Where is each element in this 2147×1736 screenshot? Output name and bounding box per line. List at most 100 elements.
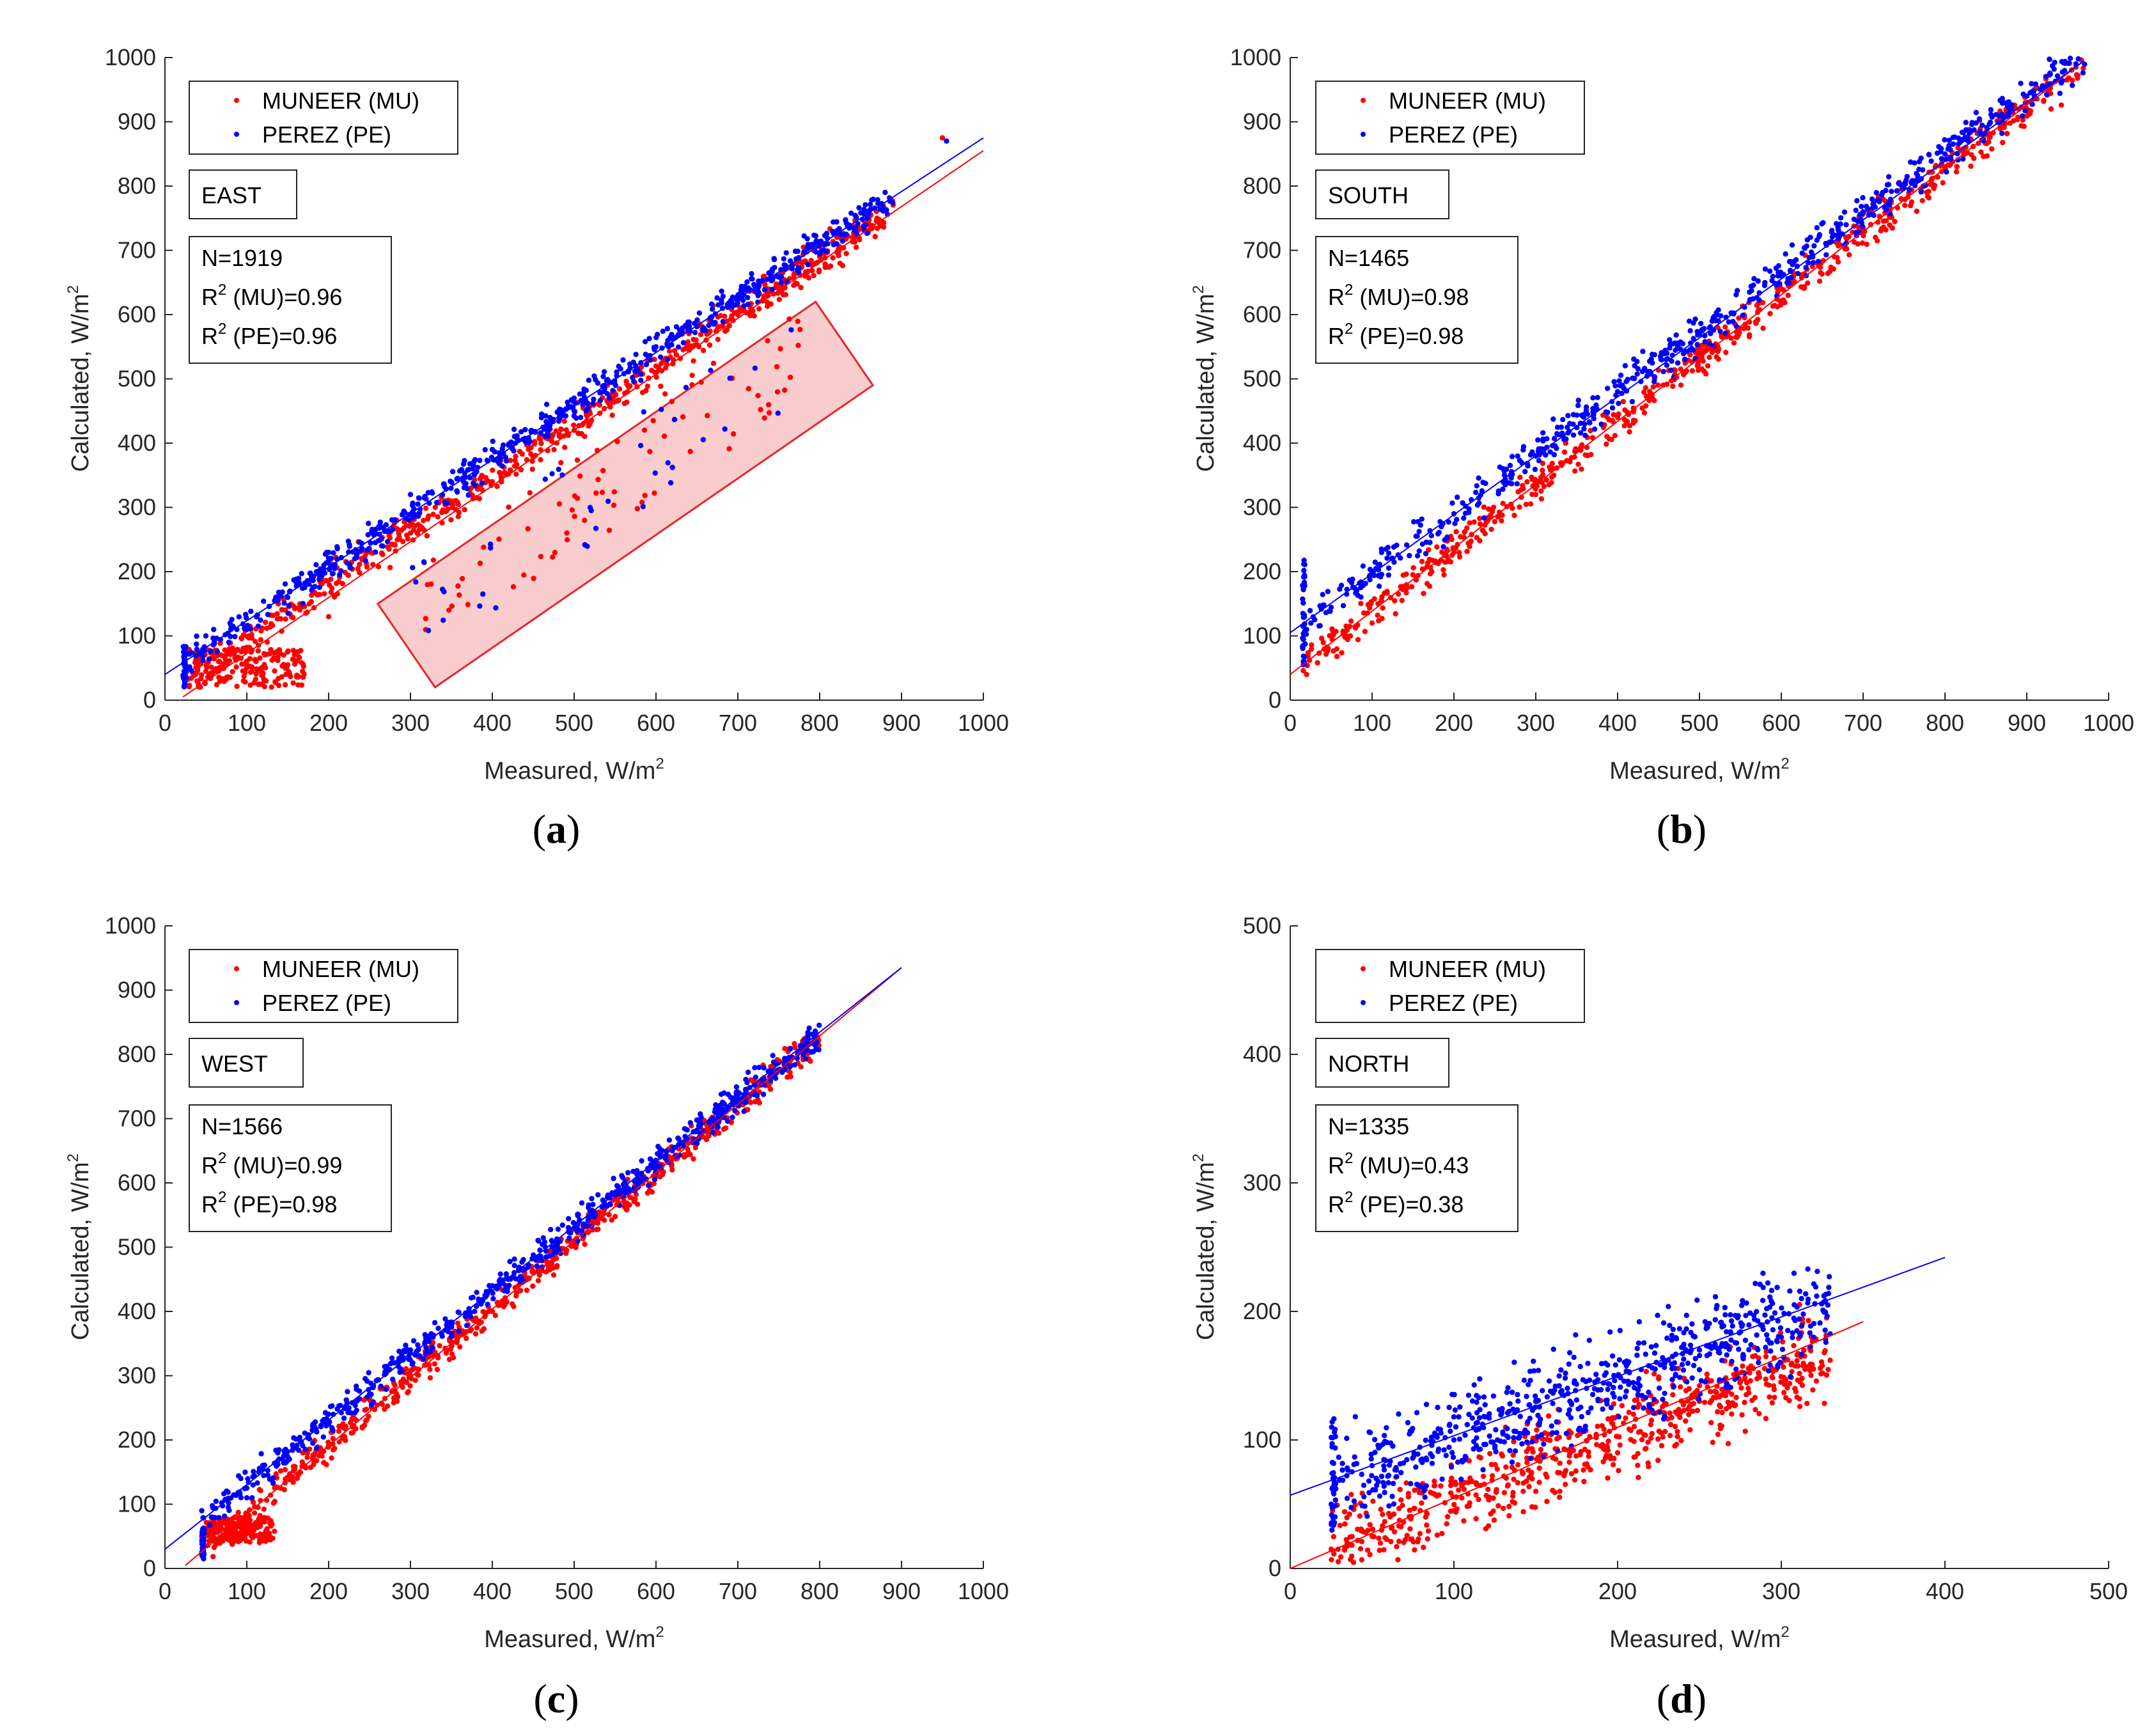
pe-point xyxy=(517,1278,523,1285)
x-tick-label: 300 xyxy=(1762,1578,1800,1604)
pe-point xyxy=(735,292,741,299)
pe-point xyxy=(1301,561,1307,567)
pe-point xyxy=(1391,544,1397,550)
pe-point xyxy=(1544,436,1550,442)
pe-point xyxy=(1811,243,1817,249)
mu-point xyxy=(551,447,557,453)
pe-point xyxy=(1885,174,1892,180)
mu-point xyxy=(1492,519,1497,524)
mu-point xyxy=(1620,398,1626,405)
mu-point xyxy=(290,614,296,621)
pe-point xyxy=(464,1322,470,1329)
pe-point xyxy=(1823,252,1829,258)
y-tick-label: 200 xyxy=(118,558,156,584)
mu-point xyxy=(1627,429,1632,435)
pe-point xyxy=(1570,432,1577,438)
pe-point xyxy=(402,510,408,515)
pe-point xyxy=(229,616,235,622)
x-tick-label: 900 xyxy=(882,710,921,736)
mu-point xyxy=(357,561,363,567)
pe-point xyxy=(1300,600,1306,606)
pe-point xyxy=(713,1102,719,1108)
pe-point xyxy=(843,217,848,223)
mu-point xyxy=(394,526,400,531)
pe-point xyxy=(665,460,671,465)
pe-point xyxy=(2047,56,2052,63)
pe-point xyxy=(1816,234,1822,240)
pe-point xyxy=(1416,529,1422,535)
pe-point xyxy=(1565,412,1571,419)
pe-point xyxy=(296,575,302,581)
mu-point xyxy=(1464,525,1470,531)
mu-point xyxy=(538,457,543,463)
mu-point xyxy=(1536,1480,1542,1485)
pe-point xyxy=(300,600,306,607)
mu-point xyxy=(624,381,630,387)
x-tick-label: 400 xyxy=(1926,1578,1964,1604)
mu-point xyxy=(1769,1400,1776,1405)
mu-point xyxy=(1304,671,1309,678)
pe-point xyxy=(685,319,691,325)
mu-point xyxy=(689,382,695,387)
pe-point xyxy=(1618,383,1623,389)
mu-point xyxy=(308,1464,314,1471)
pe-point xyxy=(495,457,501,462)
mu-point xyxy=(1778,286,1784,292)
pe-point xyxy=(680,340,687,346)
pe-point xyxy=(208,648,214,654)
pe-point xyxy=(572,409,577,414)
mu-point xyxy=(1978,149,1984,155)
y-tick-label: 1000 xyxy=(1230,44,1281,70)
mu-point xyxy=(268,1523,274,1529)
mu-point xyxy=(1434,544,1440,550)
mu-point xyxy=(1421,591,1426,597)
mu-point xyxy=(1805,280,1811,286)
pe-point xyxy=(540,1242,545,1247)
pe-point xyxy=(354,554,360,561)
pe-point xyxy=(1770,274,1776,279)
pe-point xyxy=(380,543,386,549)
mu-point xyxy=(1696,350,1703,356)
pe-point xyxy=(1449,500,1455,506)
pe-point xyxy=(830,228,836,235)
pe-point xyxy=(1687,328,1693,334)
mu-point xyxy=(563,427,569,433)
stats-box: N=1566 R2 (MU)=0.99 R2 (PE)=0.98 xyxy=(189,1104,392,1232)
mu-point xyxy=(439,510,445,515)
n-label: N=1566 xyxy=(201,1113,283,1139)
mu-point xyxy=(1444,559,1450,565)
pe-point xyxy=(1902,181,1909,187)
pe-point xyxy=(1414,533,1420,539)
mu-point xyxy=(507,467,513,473)
mu-point xyxy=(430,557,437,563)
pe-point xyxy=(1747,289,1753,295)
mu-point xyxy=(283,671,289,677)
pe-point xyxy=(1675,340,1681,347)
mu-point xyxy=(340,1421,346,1427)
pe-point xyxy=(1767,268,1773,274)
pe-point xyxy=(285,595,291,600)
mu-point xyxy=(224,675,230,680)
mu-point xyxy=(550,1272,557,1278)
pe-point xyxy=(249,1495,255,1501)
pe-point xyxy=(708,368,714,373)
legend: MUNEER (MU) PEREZ (PE) xyxy=(189,949,458,1023)
mu-point xyxy=(251,1510,258,1516)
legend-mu-label: MUNEER (MU) xyxy=(1389,88,1546,114)
pe-point xyxy=(545,429,550,435)
mu-point xyxy=(798,285,804,290)
pe-point xyxy=(1967,128,1974,134)
mu-point xyxy=(489,479,496,485)
pe-point xyxy=(465,467,471,473)
mu-point xyxy=(572,513,577,519)
mu-point xyxy=(1940,180,1946,186)
pe-point xyxy=(1317,603,1323,609)
pe-point xyxy=(630,375,636,380)
mu-point xyxy=(569,507,575,513)
pe-point xyxy=(642,339,648,345)
pe-point xyxy=(1860,209,1866,215)
mu-point xyxy=(1873,235,1878,240)
mu-point xyxy=(242,679,248,685)
mu-point xyxy=(194,678,200,684)
